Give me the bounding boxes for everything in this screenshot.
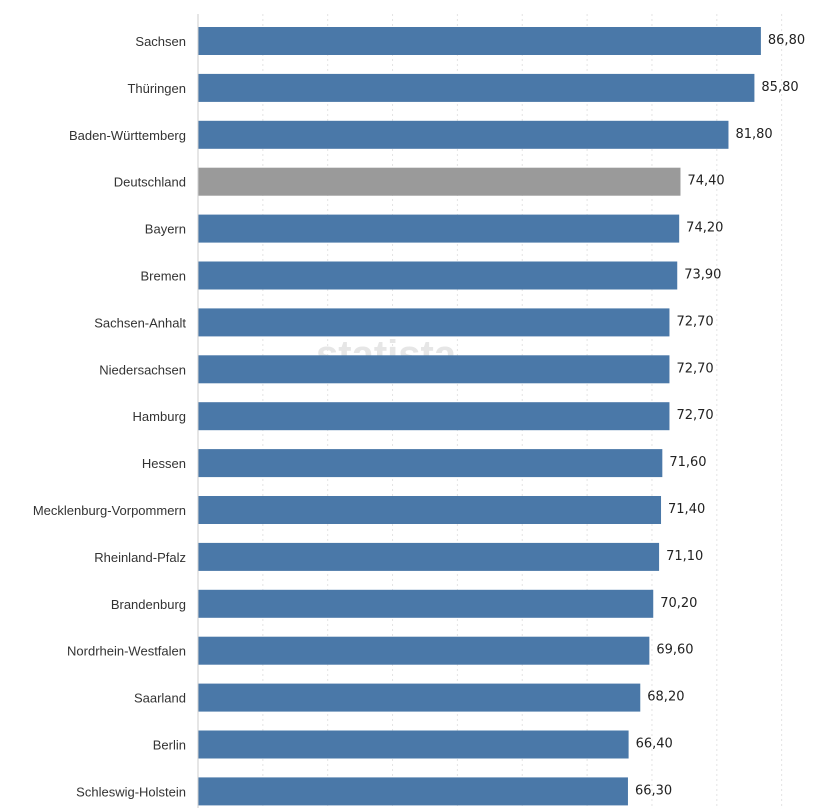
value-label: 70,20 xyxy=(660,596,697,611)
bar-sachsen-anhalt xyxy=(198,308,670,337)
bar-brandenburg xyxy=(198,589,654,618)
bar-bayern xyxy=(198,214,680,243)
category-label: Nordrhein-Westfalen xyxy=(67,644,186,659)
bar-deutschland xyxy=(198,167,681,196)
grid-lines xyxy=(262,14,783,808)
bar-niedersachsen xyxy=(198,355,670,384)
category-labels: Sachsen Thüringen Baden-Württemberg Deutsch… xyxy=(33,34,187,799)
value-label: 68,20 xyxy=(647,690,684,705)
bar-mecklenburg-vorpommern xyxy=(198,496,662,524)
category-label: Schleswig-Holstein xyxy=(76,784,186,799)
bar-baden-w-rttemberg xyxy=(198,120,729,149)
bar-hessen xyxy=(198,449,663,478)
category-label: Hamburg xyxy=(133,409,186,424)
category-label: Baden-Württemberg xyxy=(69,128,186,143)
value-label: 86,80 xyxy=(768,33,805,48)
value-label: 71,10 xyxy=(666,549,703,564)
value-labels: 86,80 85,80 81,80 74,40 74,20 73,90 72,70 72,70… xyxy=(635,33,805,798)
category-label: Thüringen xyxy=(127,81,186,96)
value-label: 72,70 xyxy=(676,314,713,329)
category-label: Sachsen xyxy=(135,34,186,49)
category-label: Hessen xyxy=(142,456,186,471)
value-label: 74,40 xyxy=(687,174,724,189)
value-label: 81,80 xyxy=(735,127,772,142)
category-label: Rheinland-Pfalz xyxy=(94,550,186,565)
value-label: 71,40 xyxy=(668,502,705,517)
bar-schleswig-holstein xyxy=(198,777,628,806)
bar-saarland xyxy=(198,683,641,712)
bar-nordrhein-westfalen xyxy=(198,636,650,665)
category-label: Niedersachsen xyxy=(99,362,186,377)
value-label: 74,20 xyxy=(686,221,723,236)
value-label: 71,60 xyxy=(669,455,706,470)
bar-sachsen xyxy=(198,27,761,55)
category-label: Sachsen-Anhalt xyxy=(94,315,186,330)
bar-th-ringen xyxy=(198,73,755,102)
category-label: Brandenburg xyxy=(111,597,186,612)
category-label: Bremen xyxy=(140,269,186,284)
value-label: 85,80 xyxy=(761,80,798,95)
value-label: 72,70 xyxy=(676,361,713,376)
category-label: Bayern xyxy=(145,222,186,237)
bar-berlin xyxy=(198,730,629,759)
value-label: 73,90 xyxy=(684,268,721,283)
value-label: 66,30 xyxy=(635,783,672,798)
category-label: Saarland xyxy=(134,691,186,706)
bars xyxy=(198,27,761,806)
value-label: 66,40 xyxy=(636,737,673,752)
category-label: Mecklenburg-Vorpommern xyxy=(33,503,186,518)
bar-rheinland-pfalz xyxy=(198,542,660,571)
bar-hamburg xyxy=(198,402,670,431)
category-label: Deutschland xyxy=(114,175,186,190)
category-label: Berlin xyxy=(153,738,186,753)
value-label: 72,70 xyxy=(676,408,713,423)
value-label: 69,60 xyxy=(656,643,693,658)
bar-bremen xyxy=(198,261,678,290)
